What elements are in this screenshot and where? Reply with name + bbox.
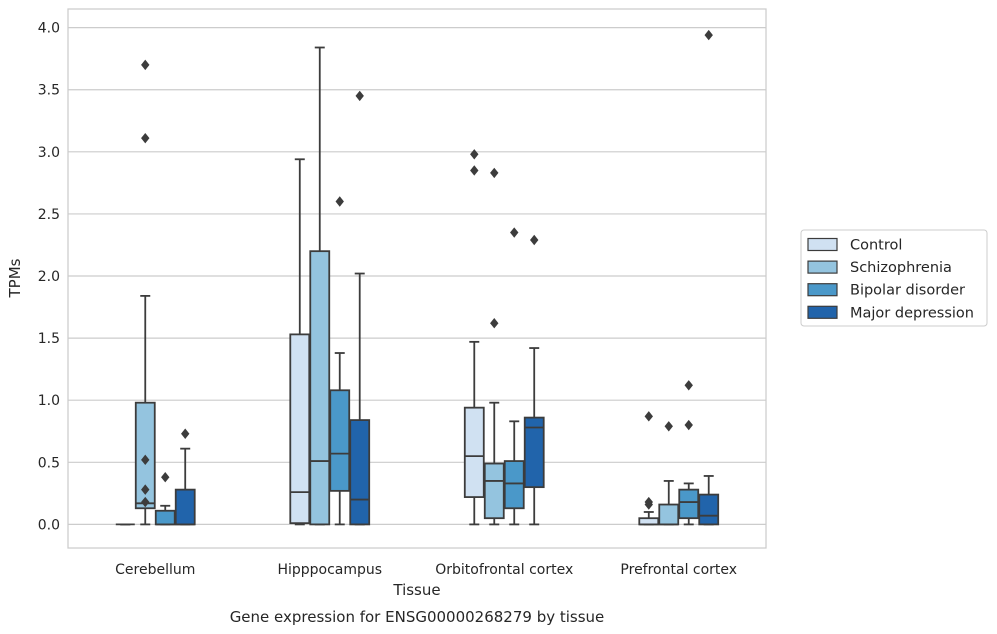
box-body [483,462,505,520]
boxes [115,29,720,526]
outlier-marker [510,227,519,238]
y-tick-label: 0.0 [38,517,60,533]
y-axis-label: TPMs [6,258,24,298]
box-body [678,488,700,520]
outlier-marker [161,472,170,483]
y-tick-label: 1.5 [38,331,60,347]
box [349,272,371,526]
outlier-marker [141,454,150,466]
y-tick-label: 4.0 [38,21,60,37]
legend-swatch [807,237,838,252]
box-body [523,416,545,489]
y-tick-label: 0.5 [38,455,60,471]
x-tick-labels: Cerebellum Hipppocampus Orbitofrontal cort… [115,562,737,578]
outlier-marker [335,196,344,207]
box [309,46,331,526]
box-body [463,406,485,498]
box [483,401,505,526]
box-body [174,488,196,526]
box-body [154,509,176,526]
box [638,511,660,526]
box [463,340,485,526]
outlier-marker [181,428,190,439]
y-tick-label: 2.5 [38,207,60,223]
legend-swatch [807,305,838,319]
legend-swatch [807,283,838,297]
box [154,504,176,526]
outliers [141,29,713,510]
x-tick-label: Prefrontal cortex [620,562,737,578]
legend-label: Control [850,238,902,254]
legend-swatch [807,260,838,274]
outlier-marker [141,496,150,508]
legend-label: Major depression [850,305,974,321]
plot-frame [67,8,767,549]
legend-label: Bipolar disorder [850,283,965,299]
y-tick-label: 3.0 [38,145,60,161]
box [503,420,525,526]
outlier-marker [684,419,693,431]
x-tick-label: Orbitofrontal cortex [435,562,573,578]
y-tick-labels: 0.0 0.5 1.0 1.5 2.0 2.5 3.0 3.5 4.0 [38,21,60,534]
x-axis-label: Tissue [392,581,440,599]
outlier-marker [644,411,653,422]
y-tick-label: 2.0 [38,269,60,285]
box-body [289,333,311,525]
outlier-marker [530,234,539,246]
outlier-marker [141,484,150,495]
box [658,480,680,526]
outlier-marker [684,380,693,391]
box [174,447,196,526]
outlier-marker [490,167,499,179]
box-body [503,460,525,510]
legend: Control Schizophrenia Bipolar disorder Majo… [800,229,988,327]
box-body [698,493,720,526]
outlier-marker [355,90,364,102]
box [329,352,351,526]
outlier-marker [644,499,653,510]
x-tick-label: Hipppocampus [277,562,382,578]
outlier-marker [470,165,479,176]
box-body [349,419,371,526]
outlier-marker [490,318,499,329]
box [523,347,545,526]
outlier-marker [141,59,150,71]
chart-caption: Gene expression for ENSG00000268279 by t… [230,608,605,626]
x-tick-label: Cerebellum [115,562,195,578]
gridlines [68,27,766,526]
box-body [658,503,680,526]
outlier-marker [470,149,479,160]
box [678,482,700,526]
y-tick-label: 1.0 [38,393,60,409]
box [289,158,311,526]
box [698,475,720,526]
box-body [309,250,331,526]
box-body [638,517,660,526]
y-tick-label: 3.5 [38,83,60,99]
outlier-marker [664,421,673,432]
legend-label: Schizophrenia [850,260,952,276]
outlier-marker [704,29,713,41]
box-body [329,389,351,492]
legend-frame [800,229,988,327]
outlier-marker [141,132,150,144]
